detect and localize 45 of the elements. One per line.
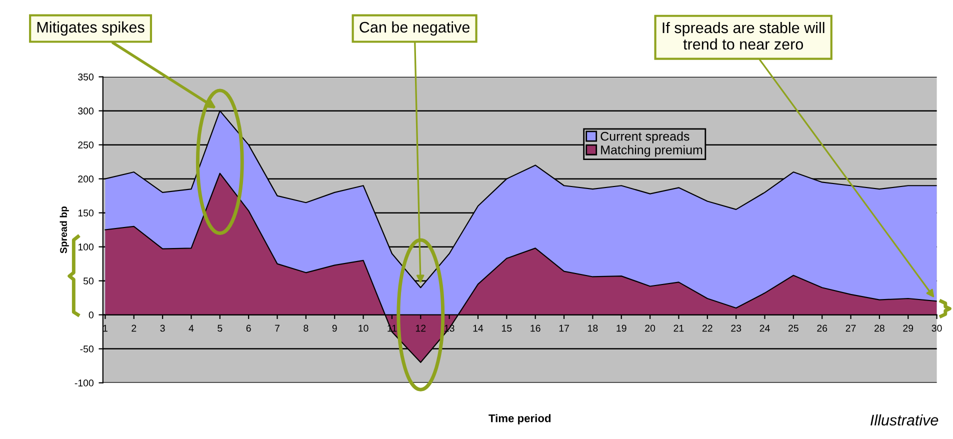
x-tick-label: 29 [903,324,914,332]
x-tick-label: 17 [559,324,569,332]
x-tick-label: 14 [473,324,484,332]
text: Illustrative [870,414,938,426]
x-tick-label: 9 [332,324,337,332]
x-tick-label: 28 [874,324,884,332]
y-tick-label: -100 [74,380,94,386]
x-tick-label: 25 [788,324,798,332]
x-tick-label: 15 [502,324,512,332]
x-tick-label: 24 [760,324,770,332]
x-tick-label: 20 [645,324,656,332]
x-tick-label: 26 [817,324,828,332]
x-tick-label: 10 [358,324,368,332]
x-tick-label: 18 [588,324,598,332]
x-tick-label: 30 [932,324,942,332]
x-tick-label: 27 [846,324,856,332]
y-tick-label: 350 [78,74,94,80]
x-tick-label: 19 [616,324,626,332]
legend-label: Matching premium [601,145,702,157]
x-tick-label: 23 [731,324,742,332]
x-tick-label: 12 [416,324,426,332]
legend-label: Current spreads [600,132,690,144]
x-tick-label: 21 [674,324,684,332]
x-tick-label: 3 [160,324,165,332]
y-tick-label: 200 [78,176,94,182]
x-tick-label: 8 [304,324,308,332]
y-tick-label: 250 [78,142,94,148]
x-tick-label: 2 [132,324,136,332]
y-tick-label: 0 [88,312,94,318]
x-tick-label: 6 [246,324,251,332]
x-tick-label: 4 [188,324,194,332]
y-tick-label: 100 [78,244,94,250]
annotation: If spreads are stable will trend to near zero [662,22,824,50]
y-tick-label: 150 [78,210,94,216]
y-tick-label: -50 [80,346,94,352]
x-tick-label: 16 [530,324,540,332]
y-tick-label: 300 [78,108,94,114]
x-tick-label: 22 [702,324,712,332]
y-axis-title: Spread bp [60,206,69,254]
annotation: Mitigates spikes [37,21,144,36]
x-axis-title: Time period [488,414,551,424]
x-tick-label: 7 [275,324,280,332]
x-tick-label: 5 [218,324,222,332]
y-tick-label: 50 [83,278,94,284]
annotation: Can be negative [360,21,470,36]
